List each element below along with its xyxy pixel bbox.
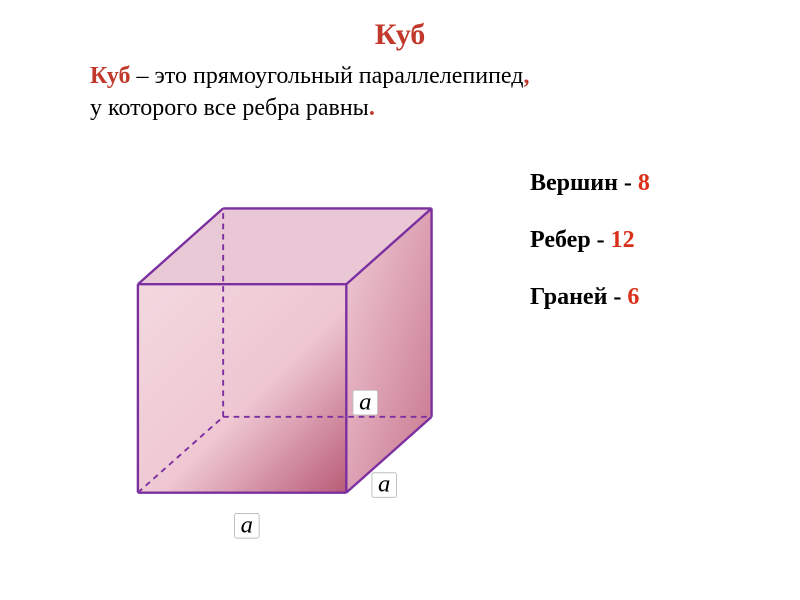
edge-label-a-depth: a bbox=[378, 471, 390, 498]
edge-label-bottom: a bbox=[235, 511, 260, 538]
definition-rest2: у которого все ребра равны bbox=[90, 95, 369, 121]
fact-edges-value: 12 bbox=[611, 227, 635, 253]
cube-facts: Вершин - 8 Ребер - 12 Граней - 6 bbox=[530, 170, 780, 341]
slide-title: Куб bbox=[0, 18, 800, 52]
fact-faces-value: 6 bbox=[627, 284, 639, 310]
fact-vertices-label: Вершин - bbox=[530, 170, 638, 196]
edge-label-depth: a bbox=[372, 471, 397, 498]
cube-svg: a a a bbox=[100, 170, 460, 550]
edge-label-a-right: a bbox=[359, 388, 371, 415]
definition-dash: – bbox=[131, 63, 155, 89]
cube-front-face bbox=[138, 284, 346, 492]
slide: Куб Куб – это прямоугольный параллелепип… bbox=[0, 0, 800, 600]
definition-period: . bbox=[369, 95, 375, 121]
fact-faces: Граней - 6 bbox=[530, 284, 780, 311]
definition-text: Куб – это прямоугольный параллелепипед, … bbox=[90, 60, 710, 125]
edge-label-right: a bbox=[353, 388, 378, 415]
fact-edges-label: Ребер - bbox=[530, 227, 611, 253]
fact-vertices: Вершин - 8 bbox=[530, 170, 780, 197]
title-text: Куб bbox=[375, 18, 426, 51]
definition-comma: , bbox=[523, 63, 529, 89]
edge-label-a-bottom: a bbox=[241, 511, 253, 538]
cube-figure: a a a bbox=[100, 170, 460, 550]
definition-term: Куб bbox=[90, 63, 131, 89]
fact-faces-label: Граней - bbox=[530, 284, 627, 310]
fact-edges: Ребер - 12 bbox=[530, 227, 780, 254]
definition-rest1: это прямоугольный параллелепипед bbox=[155, 63, 524, 89]
fact-vertices-value: 8 bbox=[638, 170, 650, 196]
